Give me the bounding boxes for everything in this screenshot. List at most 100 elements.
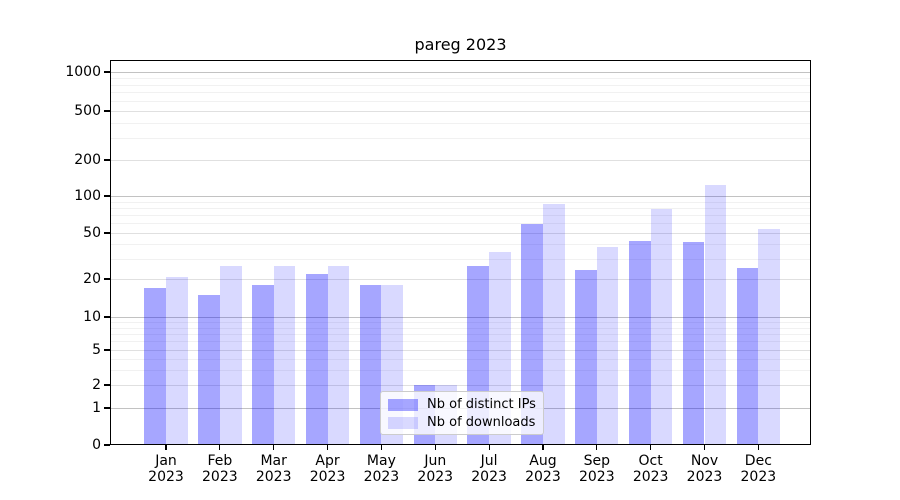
y-tick-label: 100 bbox=[74, 188, 101, 204]
x-tick-month: Mar bbox=[260, 453, 287, 469]
bar-downloads-feb bbox=[219, 265, 242, 445]
gridline-major bbox=[110, 385, 811, 386]
x-tick-label: Jul 2023 bbox=[457, 453, 521, 485]
y-tick-mark bbox=[104, 407, 110, 409]
bar-distinct-ips-jan bbox=[144, 287, 166, 445]
x-tick-label: Jan 2023 bbox=[134, 453, 198, 485]
x-tick-mark bbox=[650, 445, 652, 450]
y-tick-mark bbox=[104, 232, 110, 234]
bar-distinct-ips-mar bbox=[252, 284, 274, 445]
x-tick-label: Dec 2023 bbox=[726, 453, 790, 485]
y-tick-label: 50 bbox=[83, 225, 101, 241]
x-tick-month: Sep bbox=[583, 453, 610, 469]
x-tick-year: 2023 bbox=[471, 469, 507, 485]
gridline-major bbox=[110, 160, 811, 161]
y-tick-label: 500 bbox=[74, 103, 101, 119]
gridline-minor bbox=[110, 207, 811, 209]
x-tick-mark bbox=[703, 445, 706, 450]
x-tick-label: Jun 2023 bbox=[403, 453, 467, 485]
bar-distinct-ips-sep bbox=[575, 269, 597, 445]
gridline-major bbox=[110, 111, 811, 112]
gridline-minor bbox=[110, 369, 811, 371]
gridline-minor bbox=[110, 327, 811, 329]
gridline-major bbox=[110, 350, 811, 351]
x-tick-month: Jan bbox=[155, 453, 177, 469]
gridline-major bbox=[110, 233, 811, 234]
y-tick-label: 2 bbox=[92, 377, 101, 393]
legend-label-distinct-ips: Nb of distinct IPs bbox=[427, 397, 536, 412]
x-tick-year: 2023 bbox=[632, 469, 669, 485]
x-tick-mark bbox=[165, 445, 167, 450]
y-tick-mark bbox=[104, 316, 110, 318]
legend-swatch-downloads-icon bbox=[388, 417, 418, 429]
gridline-minor bbox=[110, 84, 811, 86]
x-tick-year: 2023 bbox=[417, 469, 454, 485]
x-tick-mark bbox=[542, 445, 544, 450]
gridline-minor bbox=[110, 77, 811, 79]
x-tick-year: 2023 bbox=[525, 469, 561, 485]
legend-item-distinct-ips: Nb of distinct IPs bbox=[388, 396, 543, 414]
x-tick-mark bbox=[326, 445, 329, 450]
x-tick-month: Jun bbox=[424, 453, 447, 469]
x-tick-year: 2023 bbox=[578, 469, 615, 485]
bar-distinct-ips-feb bbox=[198, 294, 220, 445]
y-tick-mark bbox=[104, 159, 110, 161]
chart-title: pareg 2023 bbox=[414, 35, 507, 54]
bar-downloads-sep bbox=[596, 246, 619, 445]
gridline-minor bbox=[110, 100, 811, 102]
gridline-minor bbox=[110, 358, 811, 360]
x-tick-month: Oct bbox=[638, 453, 663, 469]
gridline-minor bbox=[110, 122, 811, 124]
bar-downloads-aug bbox=[542, 204, 565, 445]
gridline-minor bbox=[110, 341, 811, 343]
x-tick-label: Sep 2023 bbox=[565, 453, 629, 485]
x-tick-label: Aug 2023 bbox=[511, 453, 575, 485]
y-tick-mark bbox=[104, 71, 110, 73]
bar-distinct-ips-nov bbox=[682, 241, 705, 445]
x-tick-year: 2023 bbox=[309, 469, 346, 485]
legend-swatch-distinct-ips-icon bbox=[388, 399, 418, 411]
bar-distinct-ips-dec bbox=[736, 267, 759, 445]
bar-downloads-apr bbox=[327, 265, 350, 445]
x-tick-month: May bbox=[366, 453, 396, 469]
x-tick-mark bbox=[488, 445, 490, 450]
bar-distinct-ips-may bbox=[359, 284, 382, 445]
bar-distinct-ips-apr bbox=[305, 274, 328, 445]
x-tick-label: Feb 2023 bbox=[188, 453, 252, 485]
plot-area bbox=[110, 60, 811, 445]
gridline-minor bbox=[110, 223, 811, 225]
x-tick-mark bbox=[434, 445, 436, 450]
x-tick-label: Oct 2023 bbox=[619, 453, 683, 485]
legend: Nb of distinct IPs Nb of downloads bbox=[380, 391, 544, 435]
y-tick-label: 20 bbox=[83, 271, 101, 287]
x-tick-mark bbox=[757, 445, 759, 450]
legend-label-downloads: Nb of downloads bbox=[427, 415, 536, 430]
y-tick-label: 1000 bbox=[65, 64, 101, 80]
x-tick-year: 2023 bbox=[686, 469, 723, 485]
x-tick-month: Nov bbox=[690, 453, 719, 469]
y-tick-mark bbox=[104, 278, 110, 280]
bar-downloads-jan bbox=[166, 276, 188, 445]
bar-downloads-oct bbox=[650, 208, 673, 445]
x-tick-mark bbox=[273, 445, 275, 450]
x-tick-label: Nov 2023 bbox=[673, 453, 737, 485]
bar-downloads-dec bbox=[758, 228, 781, 445]
y-tick-label: 5 bbox=[92, 342, 101, 358]
x-tick-month: Feb bbox=[207, 453, 233, 469]
gridline-minor bbox=[110, 244, 811, 246]
x-tick-year: 2023 bbox=[363, 469, 400, 485]
gridline-minor bbox=[110, 322, 811, 324]
x-tick-month: Dec bbox=[744, 453, 772, 469]
gridline-minor bbox=[110, 258, 811, 260]
y-tick-label: 1 bbox=[92, 400, 101, 416]
gridline-major bbox=[110, 317, 811, 318]
x-tick-month: Jul bbox=[480, 453, 498, 469]
x-tick-year: 2023 bbox=[202, 469, 238, 485]
y-tick-mark bbox=[104, 110, 110, 112]
gridline-minor bbox=[110, 92, 811, 94]
legend-item-downloads: Nb of downloads bbox=[388, 414, 543, 432]
y-tick-mark bbox=[104, 349, 110, 351]
gridline-minor bbox=[110, 138, 811, 140]
x-tick-label: Apr 2023 bbox=[296, 453, 360, 485]
